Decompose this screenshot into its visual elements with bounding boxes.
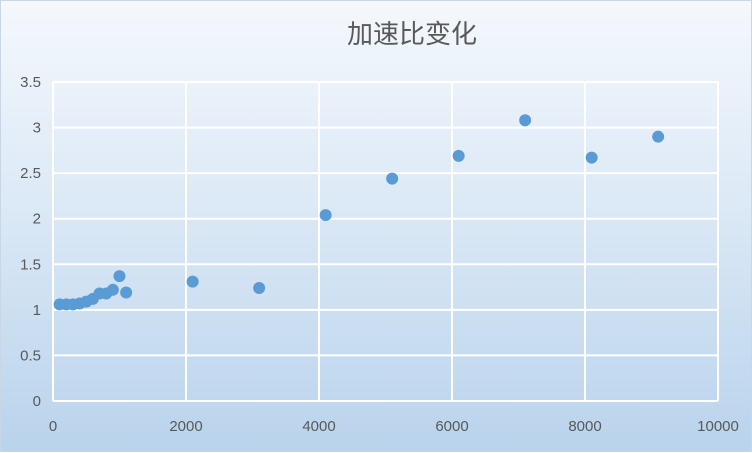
chart-title: 加速比变化: [347, 20, 477, 50]
y-tick-label: 3.5: [20, 74, 41, 91]
data-point: [186, 275, 199, 288]
y-tick-label: 2: [33, 211, 41, 228]
data-point: [113, 270, 126, 283]
x-tick-label: 10000: [697, 418, 739, 435]
data-point: [319, 209, 332, 222]
gridlines: [52, 81, 719, 402]
y-tick-label: 1.5: [20, 256, 41, 273]
x-tick-label: 2000: [169, 418, 202, 435]
y-tick-label: 0: [33, 393, 41, 410]
x-tick-label: 4000: [302, 418, 335, 435]
data-point: [452, 149, 465, 162]
data-point: [120, 286, 133, 299]
x-tick-label: 0: [49, 418, 57, 435]
data-point: [386, 172, 399, 185]
data-point: [106, 283, 119, 296]
data-point: [253, 281, 266, 294]
x-tick-label: 8000: [568, 418, 601, 435]
y-tick-label: 3: [33, 120, 41, 137]
x-tick-label: 6000: [435, 418, 468, 435]
data-point: [585, 151, 598, 164]
y-tick-label: 0.5: [20, 347, 41, 364]
tick-labels: 0 0.5 1 1.5 2 2.5 3 3.5 0 2000 4000 6000 8000 10000: [20, 74, 739, 435]
data-point: [519, 114, 532, 127]
y-tick-label: 1: [33, 302, 41, 319]
y-tick-label: 2.5: [20, 165, 41, 182]
data-point: [652, 130, 665, 143]
data-points: [53, 114, 665, 311]
